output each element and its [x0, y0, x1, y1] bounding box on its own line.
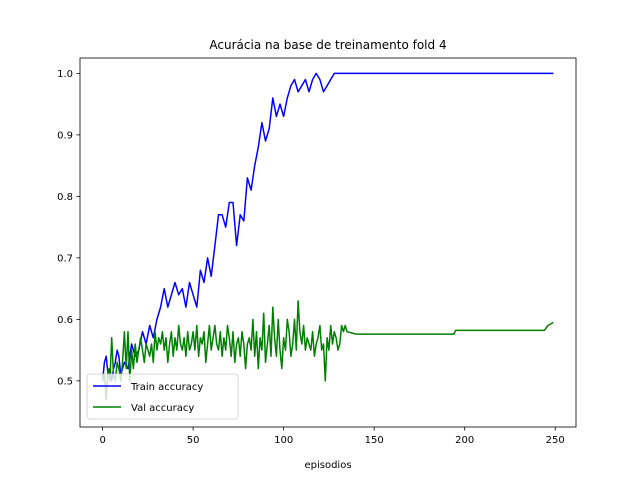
x-tick-label: 0 [99, 435, 105, 446]
y-tick-label: 0.9 [57, 130, 73, 141]
legend-label: Val accuracy [131, 403, 194, 414]
x-tick-label: 100 [274, 435, 293, 446]
y-tick-label: 0.6 [57, 315, 73, 326]
chart-title: Acurácia na base de treinamento fold 4 [209, 38, 446, 52]
x-tick-label: 200 [455, 435, 474, 446]
y-tick-label: 0.8 [57, 192, 73, 203]
y-tick-label: 0.5 [57, 376, 73, 387]
series-line-train [101, 72, 554, 382]
plot-area: 0 50 100 150 200 250 0.5 0.6 0.7 0.8 0.9 1.0 [57, 57, 577, 446]
y-tick-label: 1.0 [57, 69, 73, 80]
x-tick-label: 250 [546, 435, 565, 446]
legend: Train accuracy Val accuracy [86, 373, 239, 420]
legend-label: Train accuracy [130, 382, 203, 393]
x-tick-label: 150 [365, 435, 384, 446]
y-tick-label: 0.7 [57, 253, 73, 264]
plot-frame [79, 57, 577, 428]
x-tick-label: 50 [187, 435, 200, 446]
legend-box [86, 373, 239, 420]
x-axis-label: episodios [304, 460, 351, 471]
series-line-val [101, 300, 554, 401]
